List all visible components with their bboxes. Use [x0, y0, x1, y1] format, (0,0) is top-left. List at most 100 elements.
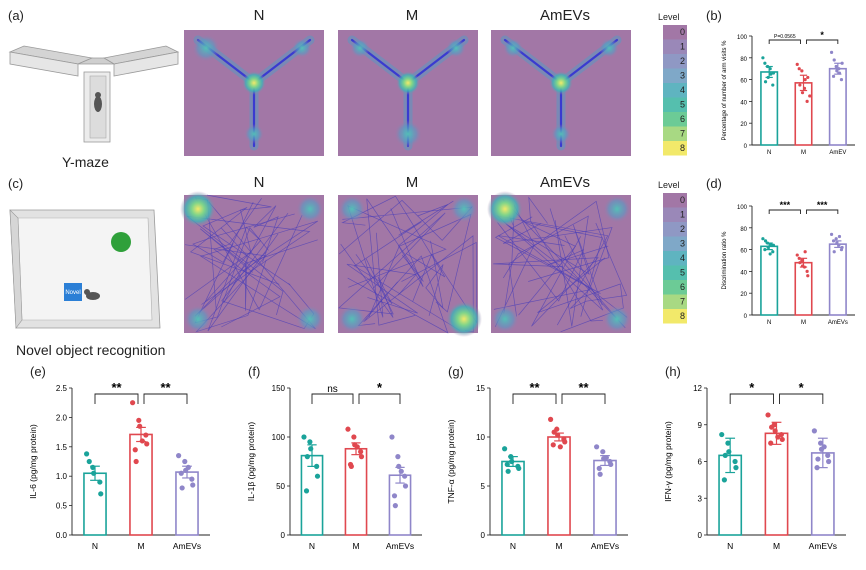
- legend-level-5: 5: [680, 100, 685, 110]
- data-point-AmEVs: [597, 471, 603, 477]
- data-point-N: [504, 461, 510, 468]
- ymaze-center-hotspot: [549, 70, 573, 95]
- y-tick-label: 1.5: [56, 443, 68, 452]
- openfield-track: [390, 204, 449, 287]
- openfield-track: [184, 194, 272, 300]
- ymaze-center-hotspot: [242, 70, 266, 95]
- openfield-track: [508, 200, 610, 317]
- data-point-M: [768, 440, 774, 446]
- data-point-N: [86, 458, 92, 465]
- bar-AmEVs: [593, 459, 617, 536]
- x-tick-label-M: M: [801, 320, 806, 326]
- data-point-AmEV: [832, 58, 836, 62]
- data-point-M: [351, 434, 357, 440]
- data-point-N: [765, 64, 770, 69]
- x-tick-label-AmEVs: AmEVs: [828, 320, 848, 326]
- data-point-N: [304, 454, 310, 460]
- y-tick-label: 10: [476, 433, 485, 442]
- data-point-M: [133, 458, 139, 465]
- data-point-AmEV: [837, 71, 842, 75]
- ymaze-center-hotspot: [396, 70, 420, 95]
- bar-M: [547, 436, 571, 536]
- data-point-N: [763, 248, 767, 252]
- chart-e: (e) 0.0 0.5 1.0 1.5 2.0 2.5 IL-6 (pg/mg protein…: [28, 364, 210, 551]
- y-tick-label: 0.0: [56, 531, 68, 540]
- data-point-M: [798, 261, 802, 265]
- data-point-AmEVs: [814, 465, 820, 471]
- x-tick-label-N: N: [309, 541, 315, 551]
- bar-N: [501, 460, 525, 536]
- y-tick-label: 40: [740, 270, 747, 276]
- legend-swatch-6: [663, 280, 687, 295]
- ymaze-arm-hotspot: [394, 120, 422, 148]
- data-point-M: [132, 447, 138, 453]
- data-point-N: [719, 431, 725, 438]
- data-point-M: [779, 436, 785, 443]
- data-point-N: [769, 242, 773, 246]
- data-point-M: [797, 256, 801, 260]
- x-tick-label-M: M: [555, 541, 562, 551]
- legend-swatch-5: [663, 97, 687, 112]
- data-point-M: [775, 434, 781, 440]
- legend-level-1: 1: [680, 42, 685, 52]
- legend-level-0: 0: [680, 27, 685, 37]
- x-tick-label-M: M: [352, 541, 359, 551]
- legend-swatch-1: [663, 207, 687, 222]
- data-point-AmEVs: [832, 250, 836, 254]
- data-point-AmEVs: [818, 440, 824, 446]
- data-point-N: [763, 239, 768, 243]
- data-point-N: [732, 458, 738, 465]
- data-point-M: [548, 416, 554, 422]
- data-point-M: [803, 250, 807, 254]
- y-tick-label: 60: [740, 249, 747, 255]
- data-point-AmEVs: [596, 465, 602, 471]
- y-tick-label: 0: [281, 531, 286, 540]
- legend-level-8: 8: [680, 311, 685, 321]
- x-tick-label-N: N: [767, 150, 771, 156]
- legend-level-5: 5: [680, 268, 685, 278]
- panel-e-label: (e): [30, 364, 46, 379]
- data-point-AmEV: [831, 74, 836, 78]
- data-point-M: [345, 426, 351, 432]
- data-point-M: [551, 429, 557, 435]
- x-tick-label-AmEV: AmEV: [829, 150, 846, 156]
- y-tick-label: 6: [698, 458, 703, 467]
- y-tick-label: 150: [272, 384, 286, 393]
- data-point-AmEVs: [825, 452, 831, 458]
- legend-level-4: 4: [680, 253, 685, 263]
- ymaze-arm-hotspot: [551, 124, 571, 144]
- data-point-AmEVs: [189, 476, 195, 482]
- legend-level-8: 8: [680, 143, 685, 153]
- y-tick-label: 2.0: [56, 413, 68, 422]
- data-point-M: [797, 67, 801, 71]
- bar-M: [764, 432, 789, 536]
- legend-swatch-6: [663, 112, 687, 127]
- significance-label: ***: [817, 200, 828, 210]
- chart-b: 0 20 40 60 80 100 Percentage of number of arm …: [722, 30, 855, 156]
- data-point-AmEVs: [815, 456, 821, 462]
- data-point-N: [725, 440, 731, 446]
- data-point-AmEVs: [840, 245, 844, 250]
- legend-level-4: 4: [680, 85, 685, 95]
- data-point-AmEV: [839, 78, 844, 82]
- data-point-N: [301, 434, 307, 440]
- y-maze-illustration: [8, 45, 180, 143]
- significance-bracket: [512, 393, 557, 404]
- openfield-track: [493, 223, 613, 310]
- data-point-AmEVs: [821, 444, 827, 450]
- data-point-N: [769, 72, 773, 76]
- familiar-object: [111, 232, 131, 252]
- data-point-M: [772, 428, 778, 434]
- data-point-AmEVs: [402, 483, 409, 489]
- y-tick-label: 50: [276, 482, 285, 491]
- data-point-N: [765, 241, 770, 245]
- x-tick-label-N: N: [727, 541, 733, 551]
- data-point-AmEVs: [829, 232, 834, 236]
- openfield-track: [537, 257, 624, 333]
- openfield-track: [503, 215, 589, 327]
- significance-bracket: [729, 393, 774, 404]
- novel-object-caption: Novel object recognition: [16, 342, 165, 358]
- legend-level-1: 1: [680, 210, 685, 220]
- data-point-N: [768, 67, 772, 71]
- openfield-track: [353, 200, 461, 331]
